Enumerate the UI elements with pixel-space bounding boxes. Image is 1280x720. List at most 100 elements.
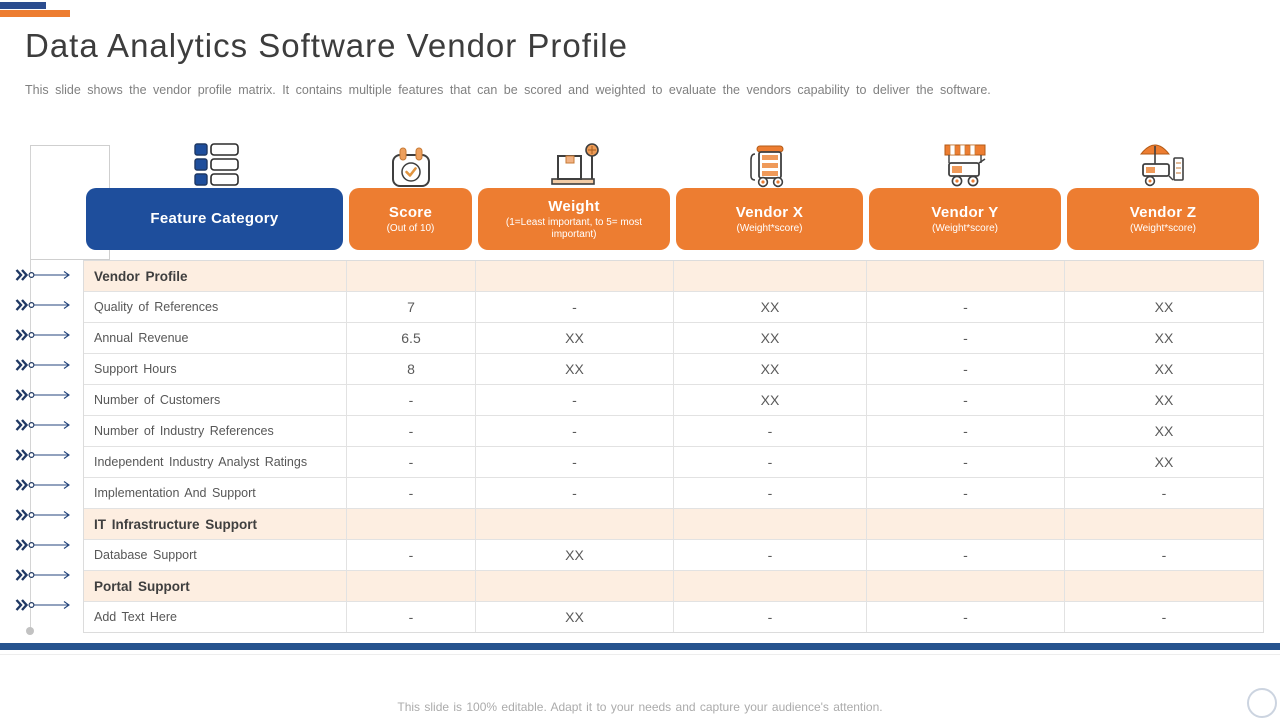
cell-weight: - <box>476 385 674 415</box>
cell-vendor-z <box>1065 509 1263 539</box>
cell-vendor-y: - <box>867 447 1065 477</box>
cell-score: 7 <box>347 292 476 322</box>
cell-score: - <box>347 478 476 508</box>
cell-vendor-z: - <box>1161 547 1167 563</box>
cell-weight <box>476 261 674 291</box>
column-header-label: Weight <box>548 197 600 215</box>
column-header-weight: Weight (1=Least important, to 5= most im… <box>478 188 670 250</box>
arrow-icon <box>15 569 70 581</box>
column-header-sublabel: (Weight*score) <box>932 222 998 234</box>
arrow-icon <box>15 299 70 311</box>
cell-score: - <box>347 602 476 632</box>
cell-vendor-z <box>1065 261 1263 291</box>
guide-line <box>30 150 31 628</box>
calendar-check-icon <box>390 147 432 194</box>
row-pointer <box>15 410 77 440</box>
column-header-label: Score <box>388 203 433 221</box>
cell-weight: XX <box>476 540 674 570</box>
cell-vendor-z: XX <box>1154 361 1174 377</box>
cell-vendor-x: - <box>674 478 867 508</box>
cell-vendor-z: XX <box>1154 454 1174 470</box>
row-label: Number of Industry References <box>84 416 347 446</box>
cell-weight: XX <box>476 323 674 353</box>
table-row: Annual Revenue 6.5 XX XX - XX <box>84 323 1263 354</box>
row-pointer <box>15 350 77 380</box>
bottom-divider-shadow <box>0 654 1280 655</box>
row-pointer <box>15 260 77 290</box>
row-label: Implementation And Support <box>84 478 347 508</box>
row-label: Quality of References <box>84 292 347 322</box>
checklist-icon <box>194 142 240 193</box>
column-header-vendor-x: Vendor X (Weight*score) <box>676 188 863 250</box>
cell-vendor-x: XX <box>674 292 867 322</box>
accent-bar-blue <box>0 2 46 9</box>
table-row: Add Text Here - XX - - - <box>84 602 1263 632</box>
arrow-icon <box>15 449 70 461</box>
awning-cart-icon <box>940 143 990 194</box>
arrow-icon <box>15 599 70 611</box>
cell-vendor-y: - <box>867 323 1065 353</box>
cell-vendor-y: - <box>867 416 1065 446</box>
row-pointer <box>15 590 77 620</box>
cell-vendor-z: XX <box>1154 299 1174 315</box>
table-row: Number of Customers - - XX - XX <box>84 385 1263 416</box>
row-label: IT Infrastructure Support <box>84 509 347 539</box>
table-row: Portal Support <box>84 571 1263 602</box>
row-label: Database Support <box>84 540 347 570</box>
arrow-icon <box>15 269 70 281</box>
cell-score <box>347 261 476 291</box>
row-pointer <box>15 530 77 560</box>
cell-vendor-z: - <box>1161 485 1167 501</box>
column-header-label: Feature Category <box>150 210 279 227</box>
cell-vendor-z: - <box>1161 609 1167 625</box>
accent-bar-orange <box>0 10 70 17</box>
row-arrows <box>15 260 77 620</box>
cell-score: 6.5 <box>347 323 476 353</box>
cell-vendor-y: - <box>867 602 1065 632</box>
arrow-icon <box>15 359 70 371</box>
arrow-icon <box>15 389 70 401</box>
table-row: IT Infrastructure Support <box>84 509 1263 540</box>
row-pointer <box>15 440 77 470</box>
cell-vendor-x: - <box>674 447 867 477</box>
arrow-icon <box>15 419 70 431</box>
row-pointer <box>15 290 77 320</box>
vendor-matrix-table: Vendor Profile Quality of References 7 -… <box>83 260 1264 633</box>
cell-vendor-z: XX <box>1154 330 1174 346</box>
table-row: Number of Industry References - - - - XX <box>84 416 1263 447</box>
table-row: Implementation And Support - - - - - <box>84 478 1263 509</box>
column-header-feature-category: Feature Category <box>86 188 343 250</box>
column-header-label: Vendor Z <box>1129 203 1197 221</box>
cell-vendor-x <box>674 261 867 291</box>
row-label: Portal Support <box>84 571 347 601</box>
weighing-scale-icon <box>550 143 600 194</box>
table-row: Vendor Profile <box>84 261 1263 292</box>
cell-vendor-y: - <box>867 354 1065 384</box>
cell-vendor-x: XX <box>674 323 867 353</box>
cell-vendor-y: - <box>867 385 1065 415</box>
table-row: Database Support - XX - - - <box>84 540 1263 571</box>
cell-score: - <box>347 385 476 415</box>
arrow-icon <box>15 329 70 341</box>
cell-vendor-y <box>867 261 1065 291</box>
cell-vendor-x <box>674 509 867 539</box>
column-header-label: Vendor Y <box>931 203 999 221</box>
cell-weight <box>476 509 674 539</box>
cell-vendor-z <box>1065 571 1263 601</box>
cell-vendor-y: - <box>867 292 1065 322</box>
row-label: Number of Customers <box>84 385 347 415</box>
arrow-icon <box>15 479 70 491</box>
row-label: Independent Industry Analyst Ratings <box>84 447 347 477</box>
row-pointer <box>15 380 77 410</box>
column-header-sublabel: (1=Least important, to 5= most important… <box>505 216 643 240</box>
corner-circle-decoration <box>1247 688 1277 718</box>
cell-weight: - <box>476 447 674 477</box>
column-header-vendor-y: Vendor Y (Weight*score) <box>869 188 1061 250</box>
cell-vendor-x: XX <box>674 354 867 384</box>
guide-line-end-dot <box>26 627 34 635</box>
table-row: Quality of References 7 - XX - XX <box>84 292 1263 323</box>
cell-score: 8 <box>347 354 476 384</box>
column-header-sublabel: (Weight*score) <box>1130 222 1196 234</box>
column-header-sublabel: (Weight*score) <box>736 222 803 234</box>
row-label: Vendor Profile <box>84 261 347 291</box>
